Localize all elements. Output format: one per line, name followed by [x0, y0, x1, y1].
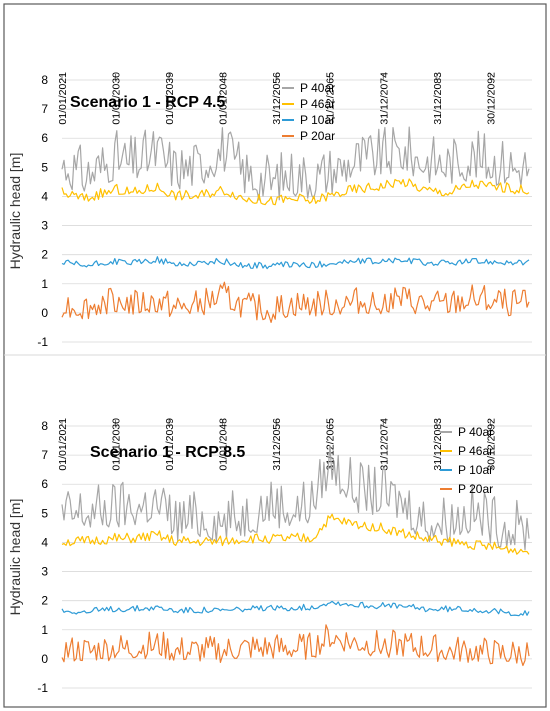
x-tick-label: 31/12/2074 [378, 418, 390, 471]
y-tick-label: 5 [41, 160, 48, 174]
series-line-p-10ar [61, 256, 530, 270]
y-axis: -1 0 1 2 3 4 5 6 7 8 [37, 73, 48, 349]
x-tick-label: 01/01/2039 [164, 418, 176, 471]
series-line-p-46ar [61, 178, 530, 206]
legend-label: P 20ar [458, 482, 493, 496]
y-axis-label: Hydraulic head [m] [7, 153, 23, 270]
legend-label: P 10ar [300, 113, 335, 127]
series-line-p-40ar [61, 445, 530, 551]
y-tick-label: 1 [41, 277, 48, 291]
series-line-p-20ar [61, 624, 530, 667]
x-tick-label: 01/01/2048 [218, 418, 230, 471]
x-tick-label: 01/01/2030 [111, 72, 123, 125]
x-tick-label: 01/01/2048 [218, 72, 230, 125]
y-tick-label: 3 [41, 565, 48, 579]
legend-label: P 46ar [300, 97, 335, 111]
y-tick-label: 0 [41, 306, 48, 320]
y-tick-label: 3 [41, 219, 48, 233]
x-tick-label: 01/01/2021 [57, 72, 69, 125]
y-tick-label: 8 [41, 419, 48, 433]
series-line-p-20ar [61, 281, 530, 323]
x-tick-label: 31/12/2065 [325, 418, 337, 471]
y-axis: -1 0 1 2 3 4 5 6 7 8 [37, 419, 48, 695]
y-tick-label: 6 [41, 131, 48, 145]
legend-label: P 10ar [458, 463, 493, 477]
y-tick-label: -1 [37, 335, 48, 349]
x-tick-label: 01/01/2039 [164, 72, 176, 125]
series-line-p-46ar [61, 513, 530, 555]
series-line-p-40ar [61, 126, 530, 201]
legend-label: P 20ar [300, 129, 335, 143]
x-tick-label: 31/12/2065 [325, 72, 337, 125]
x-axis: 01/01/2021 01/01/2030 01/01/2039 01/01/2048… [57, 72, 497, 125]
y-tick-label: 2 [41, 248, 48, 262]
legend-label: P 46ar [458, 444, 493, 458]
x-tick-label: 31/12/2074 [378, 72, 390, 125]
y-tick-label: 1 [41, 623, 48, 637]
chart-title: Scenario 1 - RCP 8.5 [90, 444, 245, 461]
x-tick-label: 31/12/2083 [432, 418, 444, 471]
series-lines [61, 445, 530, 667]
y-tick-label: 4 [41, 535, 48, 549]
legend: P 40ar P 46ar P 10ar P 20ar [440, 425, 493, 496]
legend: P 40ar P 46ar P 10ar P 20ar [282, 81, 335, 143]
grid-lines [62, 79, 532, 343]
series-lines [61, 126, 530, 323]
y-tick-label: 7 [41, 102, 48, 116]
y-tick-label: 8 [41, 73, 48, 87]
legend-label: P 40ar [300, 81, 335, 95]
chart-title: Scenario 1 - RCP 4.5 [70, 94, 225, 111]
y-tick-label: 7 [41, 448, 48, 462]
y-tick-label: 4 [41, 189, 48, 203]
grid-lines [62, 425, 532, 689]
x-axis: 01/01/2021 01/01/2030 01/01/2039 01/01/2048… [57, 418, 497, 471]
x-tick-label: 30/12/2092 [485, 72, 497, 125]
y-tick-label: 2 [41, 594, 48, 608]
x-tick-label: 31/12/2056 [271, 418, 283, 471]
series-line-p-10ar [61, 600, 530, 617]
x-tick-label: 31/12/2083 [432, 72, 444, 125]
y-tick-label: 0 [41, 652, 48, 666]
y-tick-label: -1 [37, 681, 48, 695]
x-tick-label: 30/12/2092 [485, 418, 497, 471]
x-tick-label: 31/12/2056 [271, 72, 283, 125]
y-tick-label: 5 [41, 506, 48, 520]
y-axis-label: Hydraulic head [m] [7, 499, 23, 616]
x-tick-label: 01/01/2030 [111, 418, 123, 471]
legend-label: P 40ar [458, 425, 493, 439]
x-tick-label: 01/01/2021 [57, 418, 69, 471]
y-tick-label: 6 [41, 477, 48, 491]
